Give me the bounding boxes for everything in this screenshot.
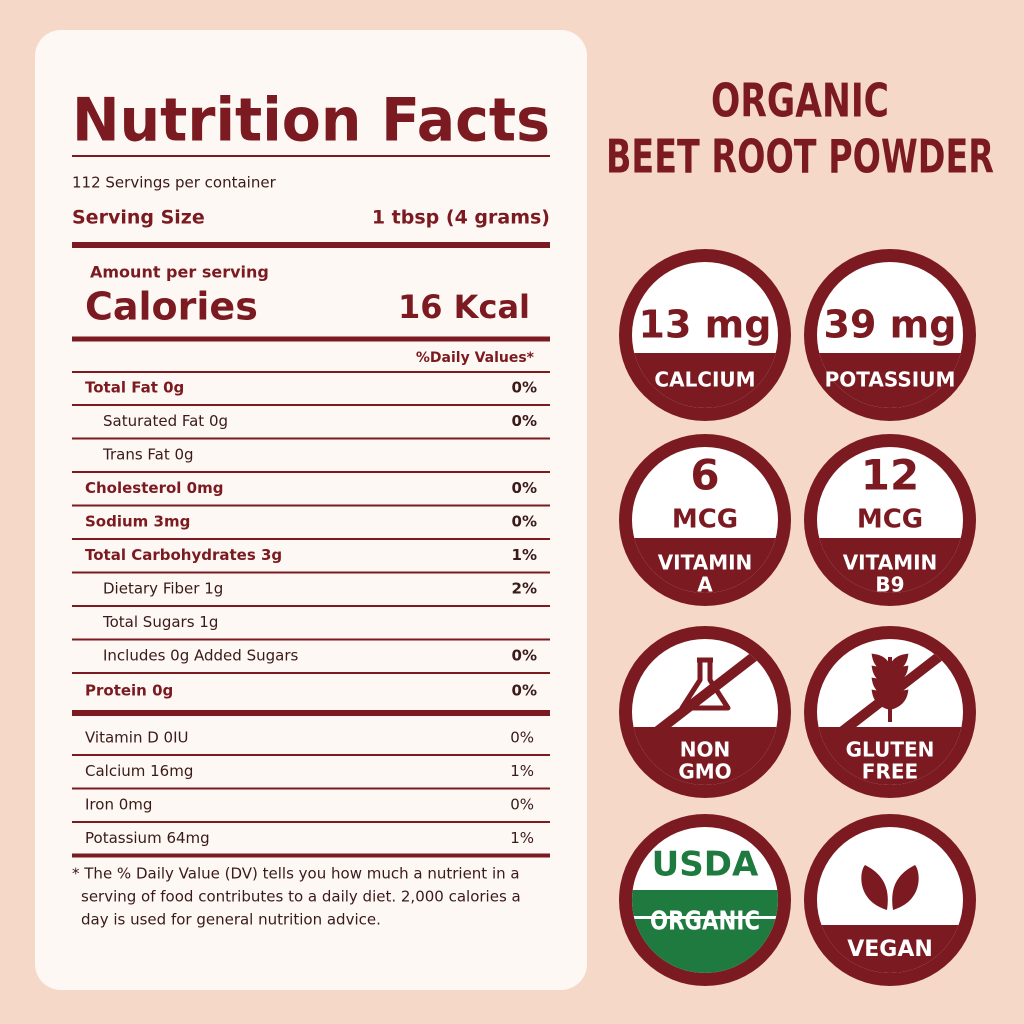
nutrient-name: Sodium 3mg — [85, 513, 190, 531]
vitamin-dv: 1% — [510, 829, 534, 847]
vitamin-dv: 0% — [510, 796, 534, 814]
rule — [72, 571, 550, 574]
badge-value: 12 — [861, 451, 919, 500]
product-title: ORGANIC — [711, 74, 889, 128]
rule — [72, 538, 550, 540]
rule — [72, 371, 550, 373]
badge-claim: FREE — [862, 760, 918, 784]
rule — [72, 471, 550, 473]
rule — [72, 710, 550, 716]
badge-nutrient: CALCIUM — [654, 368, 755, 392]
product-title: BEET ROOT POWDER — [606, 130, 994, 184]
vitamin-name: Calcium 16mg — [85, 762, 193, 780]
badge: VEGAN — [804, 814, 976, 986]
prohibit-slash — [646, 648, 764, 741]
nutrient-name: Total Carbohydrates 3g — [85, 546, 282, 564]
usda-text: USDA — [652, 845, 759, 885]
badge: 39 mg POTASSIUM — [804, 249, 976, 421]
vitamin-name: Iron 0mg — [85, 796, 152, 814]
calories: 16 Kcal — [398, 288, 530, 326]
nutrient-name: Total Sugars 1g — [102, 613, 218, 631]
rule — [72, 242, 550, 248]
vitamin-dv: 0% — [510, 729, 534, 747]
footnote: day is used for general nutrition advice… — [81, 911, 381, 929]
serving-size-label: Serving Size — [72, 207, 205, 229]
rule — [72, 754, 550, 756]
badge-value: 13 mg — [639, 303, 772, 347]
footnote: serving of food contributes to a daily d… — [81, 888, 521, 906]
badge-nutrient: VITAMIN — [843, 551, 938, 575]
nutrient-name: Trans Fat 0g — [102, 446, 194, 464]
rule — [72, 853, 550, 858]
badge: USDA ORGANIC — [619, 814, 791, 986]
label-title: Nutrition Facts — [72, 86, 550, 156]
rule — [72, 404, 550, 406]
footnote: * The % Daily Value (DV) tells you how m… — [72, 865, 520, 883]
calories-label: Calories — [85, 285, 258, 329]
badge-nutrient: VITAMIN — [658, 551, 753, 575]
usda-organic: ORGANIC — [650, 907, 760, 937]
vitamin-name: Potassium 64mg — [85, 829, 210, 847]
servings: 112 Servings per container — [72, 174, 277, 192]
usda-stripe — [632, 916, 778, 919]
dv-header: %Daily Values* — [416, 350, 535, 366]
badge-value: 6 — [690, 451, 719, 500]
label-card — [35, 30, 587, 990]
nutrient-dv: 0% — [512, 682, 537, 700]
rule — [72, 155, 550, 157]
badge-claim: VEGAN — [847, 937, 933, 962]
nutrient-dv: 0% — [512, 479, 537, 497]
rule — [72, 437, 550, 440]
rule — [72, 787, 550, 790]
prohibit-slash — [831, 648, 949, 741]
badge-value: 39 mg — [824, 303, 957, 347]
nutrient-dv: 0% — [512, 379, 537, 397]
serving-size: 1 tbsp (4 grams) — [372, 207, 550, 229]
rule — [72, 605, 550, 607]
vitamin-dv: 1% — [510, 762, 534, 780]
nutrient-dv: 0% — [512, 412, 537, 430]
nutrient-dv: 2% — [512, 580, 537, 598]
badge: 13 mg CALCIUM — [619, 249, 791, 421]
badge-claim: NON — [680, 738, 730, 762]
nutrient-dv: 1% — [512, 546, 537, 564]
badge-nutrient: B9 — [875, 573, 904, 597]
vitamin-name: Vitamin D 0IU — [85, 729, 189, 747]
rule — [72, 336, 550, 342]
leaf-icon — [861, 865, 919, 910]
rule — [72, 504, 550, 507]
nutrient-name: Protein 0g — [85, 682, 173, 700]
rule — [72, 821, 550, 823]
flask-icon — [679, 657, 731, 711]
badge-value: MCG — [857, 505, 923, 535]
amount-per-serving: Amount per serving — [90, 263, 269, 282]
badge-nutrient: POTASSIUM — [825, 368, 956, 392]
badge-value: MCG — [672, 505, 738, 535]
nutrient-name: Cholesterol 0mg — [85, 479, 223, 497]
badge-claim: GMO — [678, 760, 731, 784]
nutrient-dv: 0% — [512, 647, 537, 665]
nutrient-dv: 0% — [512, 513, 537, 531]
rule — [72, 638, 550, 641]
nutrient-name: Saturated Fat 0g — [103, 412, 228, 430]
nutrient-name: Total Fat 0g — [85, 379, 184, 397]
rule — [72, 672, 550, 674]
nutrient-name: Dietary Fiber 1g — [103, 580, 223, 598]
badge-nutrient: A — [697, 573, 713, 597]
nutrient-name: Includes 0g Added Sugars — [103, 647, 298, 665]
badge-claim: GLUTEN — [846, 738, 935, 762]
